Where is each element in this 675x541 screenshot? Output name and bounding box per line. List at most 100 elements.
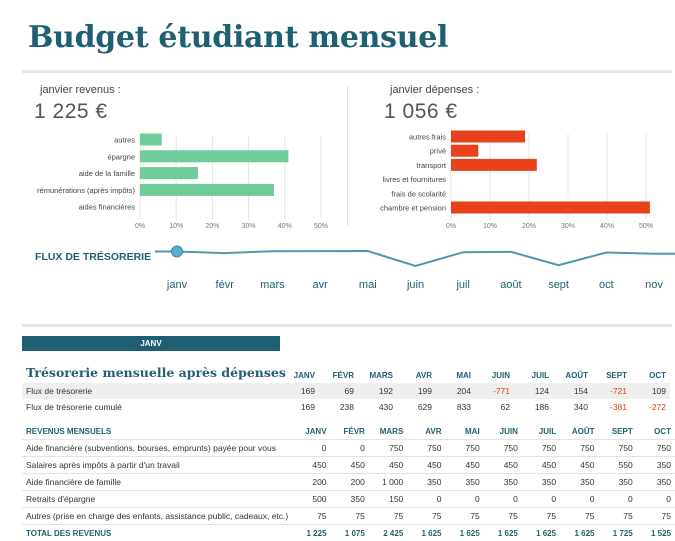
treasury-cell[interactable]: -272: [631, 399, 670, 415]
income-cell[interactable]: 450: [369, 457, 407, 474]
treasury-cell[interactable]: 69: [319, 383, 358, 399]
income-cell[interactable]: 350: [560, 474, 598, 491]
income-cell[interactable]: 750: [369, 440, 407, 457]
treasury-cell[interactable]: 199: [397, 383, 436, 399]
income-cell[interactable]: 350: [522, 474, 560, 491]
income-cell[interactable]: 450: [484, 457, 522, 474]
income-row-label: Autres (prise en charge des enfants, ass…: [22, 508, 292, 525]
income-cell[interactable]: 75: [560, 508, 598, 525]
income-cell[interactable]: 0: [292, 440, 330, 457]
income-cell[interactable]: 0: [331, 440, 369, 457]
income-cell[interactable]: 75: [331, 508, 369, 525]
income-total-cell[interactable]: 1 625: [560, 525, 598, 541]
cashflow-month-label[interactable]: févr: [216, 279, 235, 291]
income-cell[interactable]: 450: [292, 457, 330, 474]
income-total-cell[interactable]: 2 425: [369, 525, 407, 541]
income-cell[interactable]: 0: [445, 491, 483, 508]
income-total-cell[interactable]: 1 075: [331, 525, 369, 541]
cashflow-month-label[interactable]: nov: [645, 279, 663, 291]
income-cell[interactable]: 350: [637, 474, 675, 491]
income-cell[interactable]: 750: [445, 440, 483, 457]
income-cell[interactable]: 350: [331, 491, 369, 508]
income-cell[interactable]: 350: [637, 457, 675, 474]
income-cell[interactable]: 750: [598, 440, 636, 457]
income-cell[interactable]: 750: [484, 440, 522, 457]
income-cell[interactable]: 75: [445, 508, 483, 525]
income-cell[interactable]: 350: [445, 474, 483, 491]
income-cell[interactable]: 450: [445, 457, 483, 474]
income-cell[interactable]: 500: [292, 491, 330, 508]
income-cell[interactable]: 750: [407, 440, 445, 457]
income-cell[interactable]: 350: [407, 474, 445, 491]
cashflow-month-label[interactable]: août: [500, 279, 521, 291]
treasury-cell[interactable]: -381: [592, 399, 631, 415]
treasury-cell[interactable]: 629: [397, 399, 436, 415]
income-cell[interactable]: 75: [637, 508, 675, 525]
income-cell[interactable]: 0: [522, 491, 560, 508]
treasury-cell[interactable]: 192: [358, 383, 397, 399]
treasury-cell[interactable]: 62: [475, 399, 514, 415]
income-cell[interactable]: 450: [331, 457, 369, 474]
cashflow-month-label[interactable]: sept: [548, 279, 569, 291]
income-cell[interactable]: 550: [598, 457, 636, 474]
treasury-cell[interactable]: 430: [358, 399, 397, 415]
treasury-cell[interactable]: 340: [553, 399, 592, 415]
treasury-cell[interactable]: 169: [280, 399, 319, 415]
treasury-cell[interactable]: 204: [436, 383, 475, 399]
cashflow-month-label[interactable]: oct: [599, 279, 614, 291]
treasury-month-header: JUIN: [475, 367, 514, 383]
income-cell[interactable]: 75: [292, 508, 330, 525]
income-cell[interactable]: 750: [637, 440, 675, 457]
income-total-row-label: TOTAL DES REVENUS: [22, 525, 292, 541]
income-cell[interactable]: 75: [598, 508, 636, 525]
income-cell[interactable]: 0: [598, 491, 636, 508]
income-cell[interactable]: 0: [407, 491, 445, 508]
cashflow-line: [155, 251, 675, 266]
cashflow-month-label[interactable]: mars: [260, 279, 285, 291]
income-total-cell[interactable]: 1 725: [598, 525, 636, 541]
income-cell[interactable]: 350: [484, 474, 522, 491]
income-total-cell[interactable]: 1 625: [484, 525, 522, 541]
treasury-cell[interactable]: 154: [553, 383, 592, 399]
treasury-cell[interactable]: 169: [280, 383, 319, 399]
month-sheet-tab[interactable]: JANV: [22, 336, 280, 351]
income-cell[interactable]: 450: [522, 457, 560, 474]
income-cell[interactable]: 0: [637, 491, 675, 508]
income-cell[interactable]: 75: [484, 508, 522, 525]
cashflow-month-label[interactable]: juil: [455, 279, 469, 291]
income-cell[interactable]: 450: [560, 457, 598, 474]
income-cell[interactable]: 1 000: [369, 474, 407, 491]
income-cell[interactable]: 200: [331, 474, 369, 491]
income-total-cell[interactable]: 1 225: [292, 525, 330, 541]
treasury-cell[interactable]: 109: [631, 383, 670, 399]
income-total-cell[interactable]: 1 625: [522, 525, 560, 541]
income-total-cell[interactable]: 1 625: [445, 525, 483, 541]
cashflow-month-label[interactable]: mai: [359, 279, 377, 291]
income-cell[interactable]: 75: [369, 508, 407, 525]
income-cell[interactable]: 150: [369, 491, 407, 508]
treasury-cell[interactable]: 833: [436, 399, 475, 415]
cashflow-month-marker[interactable]: [172, 246, 183, 257]
treasury-cell[interactable]: 124: [514, 383, 553, 399]
treasury-cell[interactable]: 238: [319, 399, 358, 415]
income-total-cell[interactable]: 1 525: [637, 525, 675, 541]
income-cell[interactable]: 450: [407, 457, 445, 474]
income-tick-label: 20%: [205, 223, 219, 230]
income-cell[interactable]: 750: [560, 440, 598, 457]
treasury-cell[interactable]: 186: [514, 399, 553, 415]
treasury-cell[interactable]: -721: [592, 383, 631, 399]
income-cell[interactable]: 0: [560, 491, 598, 508]
income-cell[interactable]: 75: [522, 508, 560, 525]
cashflow-month-label[interactable]: avr: [312, 279, 328, 291]
income-cell[interactable]: 750: [522, 440, 560, 457]
income-cell[interactable]: 200: [292, 474, 330, 491]
cashflow-month-label[interactable]: janv: [166, 279, 188, 291]
income-cell[interactable]: 75: [407, 508, 445, 525]
income-cell[interactable]: 0: [484, 491, 522, 508]
cashflow-month-label[interactable]: juin: [406, 279, 424, 291]
income-total-cell[interactable]: 1 625: [407, 525, 445, 541]
income-cell[interactable]: 350: [598, 474, 636, 491]
treasury-cell[interactable]: -771: [475, 383, 514, 399]
